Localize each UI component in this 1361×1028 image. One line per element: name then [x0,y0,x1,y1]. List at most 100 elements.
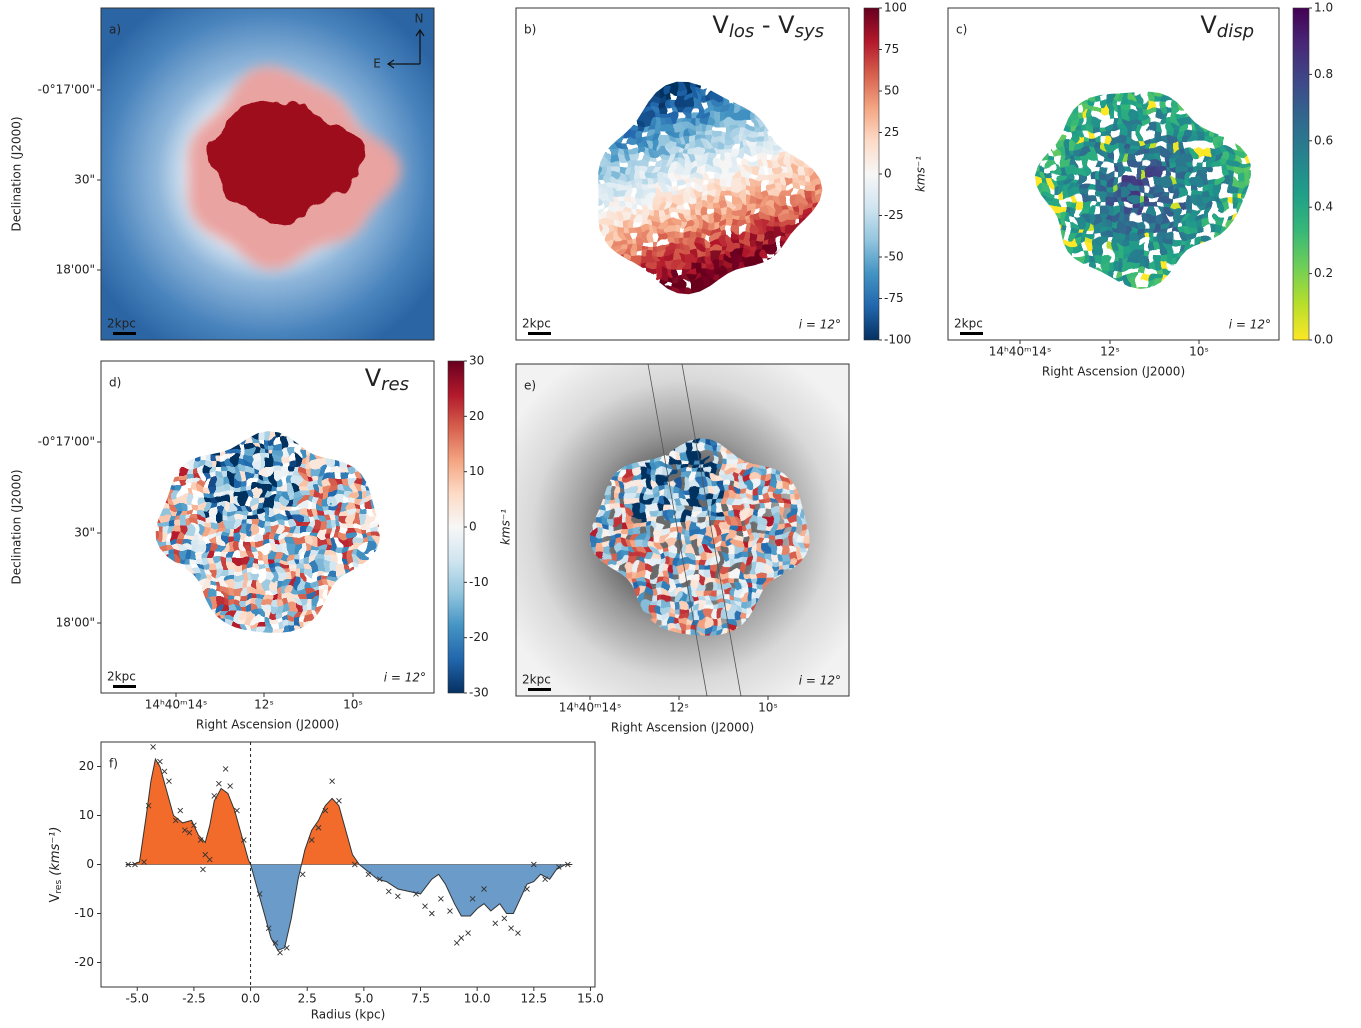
pixel [810,244,817,251]
pixel [702,154,709,161]
pixel [780,280,787,287]
pixel [774,81,781,83]
pixel [372,635,379,642]
pixel [1214,232,1221,240]
pixel [822,184,823,191]
pixel [1035,232,1041,240]
pixel [600,250,607,257]
pixel [330,461,337,468]
pixel [606,88,613,95]
pixel [732,232,739,239]
pixel [312,455,319,462]
pixel [626,468,634,476]
pixel [1070,220,1077,228]
pixel [598,280,601,287]
pixel [1106,172,1113,180]
pixel [396,425,403,432]
pixel [168,569,175,576]
pixel [300,443,307,450]
pixel [228,431,235,432]
pixel [155,533,157,540]
pixel [204,443,211,450]
pixel [804,220,811,227]
pixel [1245,299,1252,306]
pixel [156,533,163,540]
pixel [192,575,199,582]
pixel [1208,178,1215,186]
pixel [648,196,655,203]
pixel [1197,299,1204,306]
pixel [138,491,145,498]
pixel [348,485,355,492]
pixel [1263,185,1270,192]
pixel [774,202,781,209]
pixel [576,226,583,233]
pixel [324,449,331,456]
pixel [786,268,793,275]
pixel [1257,203,1264,210]
x-tick-label: 14ʰ40ᵐ14ˢ [145,698,208,712]
pixel [786,94,793,101]
pixel [702,262,709,269]
pixel [270,545,277,552]
pixel [222,437,229,444]
pixel [150,635,157,642]
pixel [1113,299,1120,306]
pixel [1023,71,1030,78]
pixel [1029,185,1036,192]
pixel [726,136,733,143]
pixel [1166,166,1173,174]
pixel [1238,232,1245,240]
pixel [828,262,835,269]
pixel [630,106,637,113]
pixel [1220,160,1227,168]
pixel [138,413,145,420]
pixel [1250,256,1251,264]
pixel [330,527,337,534]
pixel [1232,118,1239,126]
pixel [1238,238,1245,246]
pixel [762,232,769,239]
pixel [186,437,193,444]
pixel [612,184,619,191]
pixel [618,136,625,143]
pixel [1166,238,1173,246]
pixel [1208,130,1215,138]
pixel [192,629,199,633]
pixel [1238,256,1245,264]
pixel [384,521,391,528]
scalebar-label: 2kpc [107,670,136,684]
pixel [726,130,733,137]
pixel [270,641,277,648]
pixel [612,304,619,311]
panel-frame [515,7,850,341]
pixel [620,480,628,488]
pixel [624,118,631,125]
pixel [750,220,757,227]
pixel [598,136,601,143]
pixel [240,413,247,420]
pixel [642,106,649,113]
pixel [1136,226,1143,234]
pixel [1070,142,1077,150]
pixel [138,605,145,612]
pixel [598,184,601,191]
pixel [816,160,823,167]
pixel [582,280,589,287]
pixel [1040,214,1047,222]
pixel [162,431,169,438]
pixel [792,88,799,95]
pixel [1017,239,1024,246]
pixel [596,504,604,512]
pixel [1082,208,1089,216]
pixel [608,480,616,488]
pixel [186,593,193,600]
pixel [300,563,307,570]
pixel [246,431,253,432]
pixel [264,611,271,618]
pixel [582,226,589,233]
pixel [354,437,361,444]
pixel [1233,299,1240,306]
pixel [632,534,640,542]
pixel [696,184,703,191]
